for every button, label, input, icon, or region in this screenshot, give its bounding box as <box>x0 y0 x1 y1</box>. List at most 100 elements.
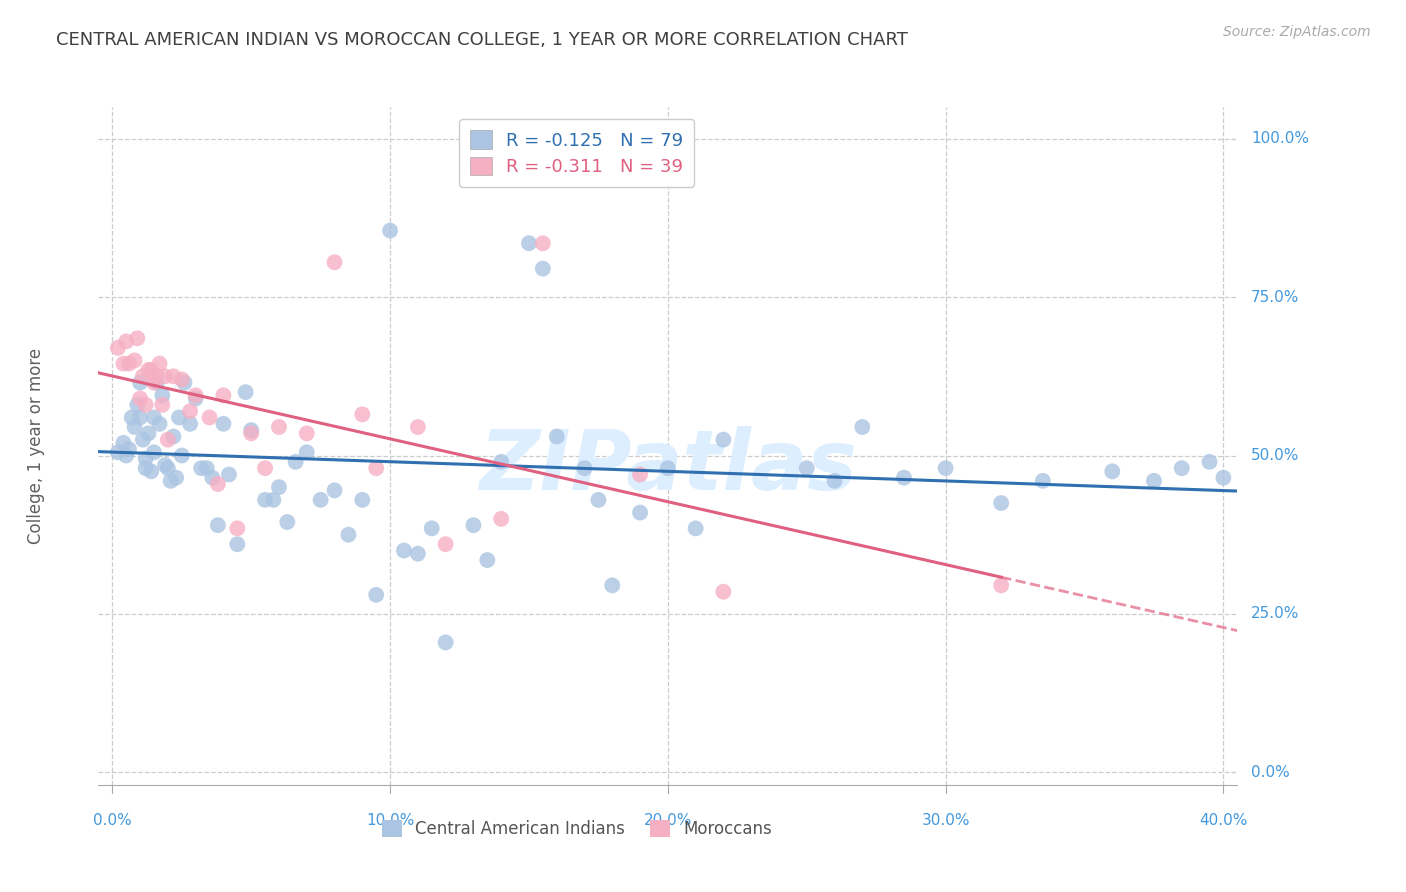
Point <box>262 492 284 507</box>
Point <box>207 518 229 533</box>
Point <box>135 461 157 475</box>
Point <box>935 461 957 475</box>
Text: ZIPatlas: ZIPatlas <box>479 425 856 507</box>
Point <box>463 518 485 533</box>
Point <box>118 442 141 457</box>
Point <box>295 426 318 441</box>
Point <box>392 543 415 558</box>
Point <box>153 369 176 384</box>
Point <box>165 471 187 485</box>
Point <box>170 449 193 463</box>
Point <box>406 420 429 434</box>
Point <box>489 455 512 469</box>
Point <box>628 506 651 520</box>
Point <box>240 426 263 441</box>
Point <box>893 471 915 485</box>
Point <box>143 445 166 459</box>
Point <box>195 461 218 475</box>
Point <box>267 480 290 494</box>
Point <box>1032 474 1054 488</box>
Point <box>162 369 184 384</box>
Text: Source: ZipAtlas.com: Source: ZipAtlas.com <box>1223 25 1371 39</box>
Text: 50.0%: 50.0% <box>1251 448 1299 463</box>
Point <box>323 255 346 269</box>
Point <box>713 433 735 447</box>
Point <box>685 521 707 535</box>
Point <box>135 451 157 466</box>
Point <box>851 420 873 434</box>
Point <box>366 588 388 602</box>
Point <box>1170 461 1192 475</box>
Text: 25.0%: 25.0% <box>1251 607 1299 622</box>
Point <box>115 334 138 349</box>
Point <box>337 527 360 541</box>
Text: 40.0%: 40.0% <box>1199 814 1247 829</box>
Point <box>145 369 167 384</box>
Point <box>309 492 332 507</box>
Text: 20.0%: 20.0% <box>644 814 692 829</box>
Text: 30.0%: 30.0% <box>921 814 970 829</box>
Point <box>1212 471 1234 485</box>
Legend: Central American Indians, Moroccans: Central American Indians, Moroccans <box>375 813 779 845</box>
Point <box>235 385 257 400</box>
Point <box>148 357 170 371</box>
Point <box>150 398 173 412</box>
Point <box>201 471 224 485</box>
Point <box>226 521 249 535</box>
Point <box>159 474 181 488</box>
Text: 0.0%: 0.0% <box>93 814 132 829</box>
Point <box>352 407 374 421</box>
Point <box>127 331 149 345</box>
Point <box>574 461 596 475</box>
Point <box>124 353 146 368</box>
Text: 0.0%: 0.0% <box>1251 764 1289 780</box>
Point <box>713 584 735 599</box>
Point <box>167 410 190 425</box>
Point <box>143 376 166 390</box>
Point <box>198 410 221 425</box>
Point <box>112 357 135 371</box>
Point <box>121 410 143 425</box>
Point <box>628 467 651 482</box>
Point <box>184 392 207 406</box>
Point <box>132 369 155 384</box>
Text: CENTRAL AMERICAN INDIAN VS MOROCCAN COLLEGE, 1 YEAR OR MORE CORRELATION CHART: CENTRAL AMERICAN INDIAN VS MOROCCAN COLL… <box>56 31 908 49</box>
Point <box>138 426 160 441</box>
Point <box>118 357 141 371</box>
Point <box>434 537 457 551</box>
Point <box>132 433 155 447</box>
Point <box>153 458 176 472</box>
Point <box>990 496 1012 510</box>
Point <box>588 492 610 507</box>
Point <box>366 461 388 475</box>
Point <box>1101 464 1123 478</box>
Point <box>170 372 193 386</box>
Point <box>1143 474 1166 488</box>
Point <box>990 578 1012 592</box>
Point <box>156 433 179 447</box>
Point <box>190 461 212 475</box>
Point <box>135 398 157 412</box>
Point <box>127 398 149 412</box>
Text: 75.0%: 75.0% <box>1251 290 1299 304</box>
Text: 10.0%: 10.0% <box>366 814 415 829</box>
Point <box>173 376 195 390</box>
Point <box>184 388 207 402</box>
Text: 100.0%: 100.0% <box>1251 131 1309 146</box>
Point <box>150 388 173 402</box>
Point <box>531 236 554 251</box>
Point <box>129 392 152 406</box>
Point <box>254 492 277 507</box>
Point <box>129 376 152 390</box>
Point <box>477 553 499 567</box>
Point <box>276 515 298 529</box>
Point <box>434 635 457 649</box>
Point <box>517 236 540 251</box>
Point <box>378 224 401 238</box>
Point <box>284 455 307 469</box>
Point <box>254 461 277 475</box>
Point <box>546 429 568 443</box>
Point <box>406 547 429 561</box>
Point <box>796 461 818 475</box>
Point <box>107 445 129 459</box>
